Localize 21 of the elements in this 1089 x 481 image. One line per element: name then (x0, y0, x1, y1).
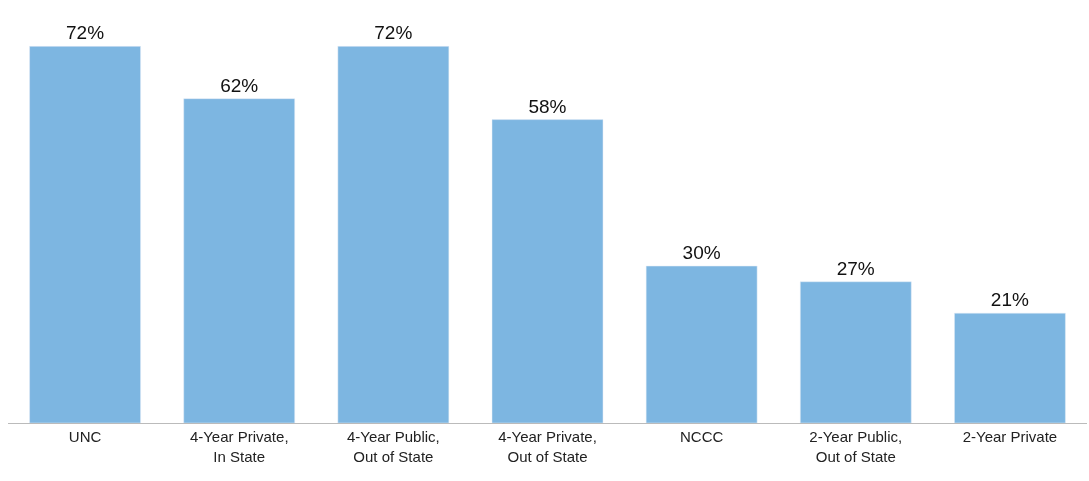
x-tick-label: 2-Year Private (962, 428, 1058, 445)
x-tick-label: UNC (68, 428, 102, 445)
bar (954, 312, 1066, 423)
x-tick-label: NCCC (679, 428, 724, 445)
data-label: 72% (66, 22, 105, 44)
x-tick-label: 4-Year Private, In State (189, 428, 289, 465)
data-label: 62% (220, 74, 259, 96)
bar (645, 265, 758, 423)
bar (183, 98, 295, 423)
data-label: 21% (990, 289, 1029, 311)
bar (800, 281, 912, 423)
bar (337, 46, 450, 423)
data-label: 30% (682, 242, 721, 264)
x-tick-label: 4-Year Private, Out of State (498, 428, 597, 465)
bar (29, 46, 141, 423)
x-tick-label: 2-Year Public, Out of State (809, 428, 903, 465)
bar (491, 119, 604, 423)
data-label: 58% (528, 95, 567, 117)
x-tick-label: 4-Year Public, Out of State (346, 428, 440, 465)
data-label: 72% (374, 22, 413, 44)
data-label: 27% (836, 257, 875, 279)
